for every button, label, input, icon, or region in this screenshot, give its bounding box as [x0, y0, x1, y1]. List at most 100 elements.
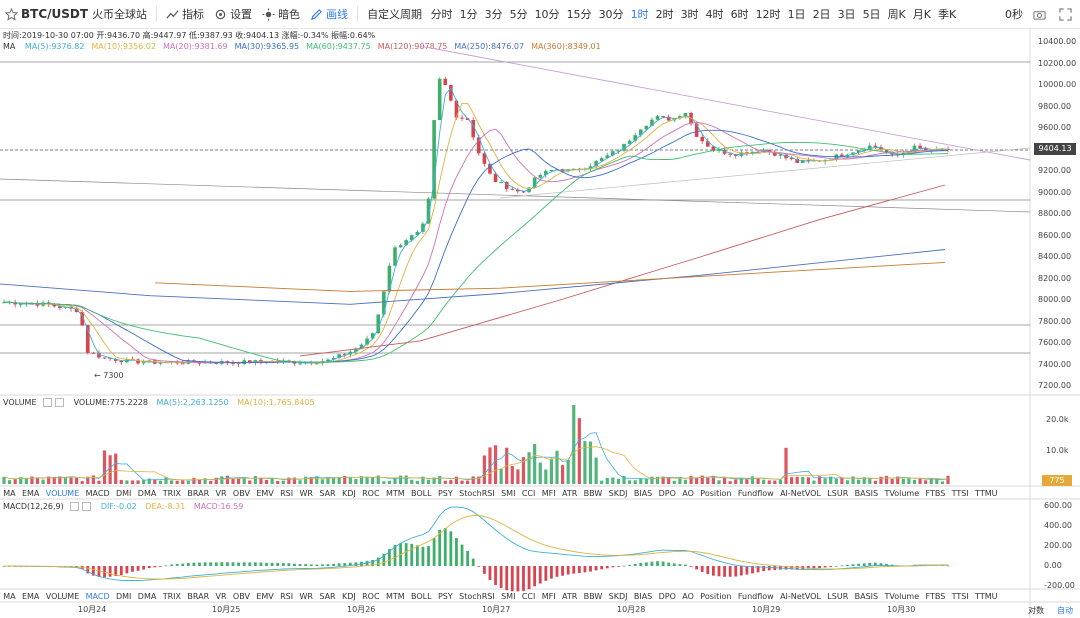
period-2[interactable]: 3分 — [484, 8, 503, 21]
period-9[interactable]: 3时 — [680, 8, 699, 21]
indicator-tab-dma[interactable]: DMA — [137, 591, 157, 601]
indicator-tab-fundflow[interactable]: Fundflow — [737, 591, 774, 601]
indicator-tab-sar[interactable]: SAR — [319, 591, 336, 601]
indicator-tab-mtm[interactable]: MTM — [385, 591, 405, 601]
indicator-tab-ftbs[interactable]: FTBS — [925, 488, 946, 498]
indicator-tab-position[interactable]: Position — [700, 591, 732, 601]
indicator-tab-dpo[interactable]: DPO — [658, 591, 676, 601]
indicator-tab-tvolume[interactable]: TVolume — [884, 591, 920, 601]
indicator-tab-sar[interactable]: SAR — [319, 488, 336, 498]
indicator-tab-psy[interactable]: PSY — [437, 591, 453, 601]
indicator-tab-stochrsi[interactable]: StochRSI — [459, 488, 495, 498]
indicator-tab-fundflow[interactable]: Fundflow — [737, 488, 774, 498]
indicator-tab-rsi[interactable]: RSI — [280, 488, 294, 498]
period-1[interactable]: 1分 — [459, 8, 478, 21]
indicator-tab-boll[interactable]: BOLL — [411, 488, 432, 498]
indicator-tab-tvolume[interactable]: TVolume — [884, 488, 920, 498]
volume-close[interactable] — [55, 398, 65, 407]
indicator-tab-atr[interactable]: ATR — [561, 591, 578, 601]
indicator-tab-ttmu[interactable]: TTMU — [975, 488, 998, 498]
indicator-tab-ttsi[interactable]: TTSI — [951, 591, 969, 601]
period-6[interactable]: 30分 — [598, 8, 624, 21]
indicator-tab-atr[interactable]: ATR — [561, 488, 578, 498]
indicator-tab-emv[interactable]: EMV — [256, 591, 274, 601]
screenshot-button[interactable] — [1028, 0, 1054, 28]
period-14[interactable]: 2日 — [812, 8, 831, 21]
indicator-tab-volume[interactable]: VOLUME — [45, 488, 80, 498]
indicator-tab-mfi[interactable]: MFI — [541, 488, 556, 498]
indicator-tab-skdj[interactable]: SKDJ — [608, 488, 628, 498]
indicator-tab-wr[interactable]: WR — [299, 488, 313, 498]
indicator-tab-kdj[interactable]: KDJ — [341, 488, 356, 498]
indicator-tab-stochrsi[interactable]: StochRSI — [459, 591, 495, 601]
indicator-tab-dmi[interactable]: DMI — [115, 591, 132, 601]
period-5[interactable]: 15分 — [566, 8, 592, 21]
indicator-tab-bbw[interactable]: BBW — [583, 488, 603, 498]
indicator-tab-lsur[interactable]: LSUR — [827, 488, 849, 498]
indicator-tab-basis[interactable]: BASIS — [854, 488, 879, 498]
indicator-tab-roc[interactable]: ROC — [362, 488, 380, 498]
log-scale-button[interactable]: 对数 — [1028, 606, 1044, 615]
indicator-tab-smi[interactable]: SMI — [501, 488, 516, 498]
fullscreen-button[interactable] — [1054, 0, 1080, 28]
indicator-tab-ao[interactable]: AO — [682, 488, 694, 498]
period-17[interactable]: 周K — [887, 8, 906, 21]
period-19[interactable]: 季K — [938, 8, 957, 21]
indicator-tab-rsi[interactable]: RSI — [280, 591, 294, 601]
indicator-tab-ao[interactable]: AO — [682, 591, 694, 601]
period-3[interactable]: 5分 — [509, 8, 528, 21]
indicator-tab-brar[interactable]: BRAR — [187, 488, 210, 498]
period-8[interactable]: 2时 — [655, 8, 674, 21]
indicator-tab-basis[interactable]: BASIS — [854, 591, 879, 601]
period-18[interactable]: 月K — [912, 8, 931, 21]
indicator-tab-cci[interactable]: CCI — [521, 591, 536, 601]
indicator-tab-brar[interactable]: BRAR — [187, 591, 210, 601]
indicator-tab-dmi[interactable]: DMI — [115, 488, 132, 498]
theme-button[interactable]: 暗色 — [257, 0, 305, 28]
period-11[interactable]: 6时 — [730, 8, 749, 21]
indicator-tab-ma[interactable]: MA — [3, 591, 16, 601]
indicator-tab-ma[interactable]: MA — [3, 488, 16, 498]
indicator-tab-boll[interactable]: BOLL — [411, 591, 432, 601]
period-13[interactable]: 1日 — [787, 8, 806, 21]
indicator-tab-dpo[interactable]: DPO — [658, 488, 676, 498]
indicator-tab-mtm[interactable]: MTM — [385, 488, 405, 498]
indicator-tab-vr[interactable]: VR — [215, 591, 227, 601]
indicator-tab-skdj[interactable]: SKDJ — [608, 591, 628, 601]
indicator-tab-obv[interactable]: OBV — [232, 488, 250, 498]
indicator-tab-psy[interactable]: PSY — [437, 488, 453, 498]
macd-toggle[interactable] — [70, 502, 80, 511]
indicator-tab-dma[interactable]: DMA — [137, 488, 157, 498]
indicator-tab-position[interactable]: Position — [700, 488, 732, 498]
draw-line-button[interactable]: 画线 — [305, 0, 353, 28]
indicator-tab-obv[interactable]: OBV — [232, 591, 250, 601]
indicator-tab-volume[interactable]: VOLUME — [45, 591, 80, 601]
period-16[interactable]: 5日 — [862, 8, 881, 21]
settings-button[interactable]: 设置 — [209, 0, 257, 28]
indicator-tab-mfi[interactable]: MFI — [541, 591, 556, 601]
indicator-tab-smi[interactable]: SMI — [501, 591, 516, 601]
indicator-tab-vr[interactable]: VR — [215, 488, 227, 498]
indicator-tab-bias[interactable]: BIAS — [633, 488, 653, 498]
indicator-tab-lsur[interactable]: LSUR — [827, 591, 849, 601]
indicator-tab-ema[interactable]: EMA — [21, 488, 40, 498]
indicator-tab-cci[interactable]: CCI — [521, 488, 536, 498]
indicator-tab-bbw[interactable]: BBW — [583, 591, 603, 601]
period-4[interactable]: 10分 — [534, 8, 560, 21]
custom-period-button[interactable]: 自定义周期 — [362, 0, 427, 28]
indicator-tab-emv[interactable]: EMV — [256, 488, 274, 498]
indicator-tab-ai-netvol[interactable]: AI-NetVOL — [780, 488, 821, 498]
indicator-tab-ttsi[interactable]: TTSI — [951, 488, 969, 498]
indicator-tab-ttmu[interactable]: TTMU — [975, 591, 998, 601]
macd-close[interactable] — [82, 502, 92, 511]
period-0[interactable]: 分时 — [430, 8, 453, 21]
indicator-tab-trix[interactable]: TRIX — [162, 488, 181, 498]
period-7[interactable]: 1时 — [630, 8, 649, 21]
period-10[interactable]: 4时 — [705, 8, 724, 21]
indicator-tab-macd[interactable]: MACD — [85, 488, 110, 498]
indicator-tab-kdj[interactable]: KDJ — [341, 591, 356, 601]
indicator-tab-macd[interactable]: MACD — [85, 591, 110, 601]
indicator-tab-ftbs[interactable]: FTBS — [925, 591, 946, 601]
volume-toggle[interactable] — [43, 398, 53, 407]
